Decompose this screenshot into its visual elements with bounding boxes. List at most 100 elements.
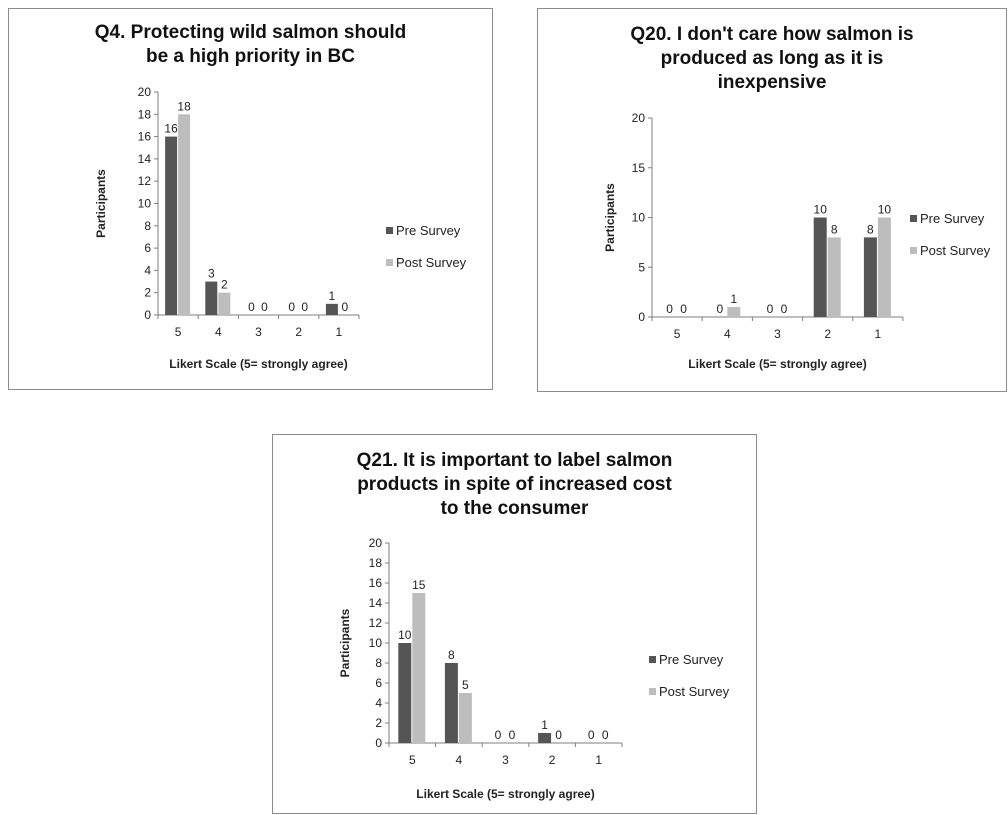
data-label: 8 bbox=[831, 222, 838, 236]
data-label: 0 bbox=[666, 302, 673, 316]
y-tick-label: 10 bbox=[369, 636, 383, 650]
chart-title-line: to the consumer bbox=[440, 498, 589, 519]
bar-pre-survey bbox=[205, 281, 218, 315]
bar-post-survey bbox=[458, 693, 472, 743]
data-label: 16 bbox=[164, 122, 178, 136]
bar-pre-survey bbox=[325, 303, 338, 315]
y-tick-label: 10 bbox=[138, 197, 152, 211]
chart-title-line: Q4. Protecting wild salmon should bbox=[94, 22, 407, 43]
data-label: 1 bbox=[329, 289, 336, 303]
y-axis-title: Participants bbox=[94, 169, 108, 238]
data-label: 10 bbox=[878, 203, 892, 217]
legend-swatch-post bbox=[649, 687, 656, 695]
y-tick-label: 6 bbox=[375, 676, 382, 690]
y-tick-label: 10 bbox=[632, 211, 646, 225]
chart-legend: Pre Survey Post Survey bbox=[910, 210, 990, 274]
y-tick-label: 16 bbox=[138, 130, 152, 144]
data-label: 0 bbox=[509, 728, 516, 742]
data-label: 15 bbox=[412, 578, 426, 592]
y-tick-label: 4 bbox=[144, 263, 151, 277]
chart-title: Q21. It is important to label salmon pro… bbox=[273, 449, 756, 521]
data-label: 0 bbox=[767, 302, 774, 316]
chart-legend: Pre Survey Post Survey bbox=[649, 651, 729, 715]
x-tick-label: 5 bbox=[674, 327, 681, 341]
y-tick-label: 14 bbox=[369, 596, 383, 610]
bar-post-survey bbox=[412, 593, 426, 743]
bar-post-survey bbox=[178, 114, 191, 315]
legend-item-post: Post Survey bbox=[649, 683, 729, 699]
legend-swatch-pre bbox=[386, 226, 393, 234]
bar-pre-survey bbox=[863, 237, 877, 317]
x-tick-label: 4 bbox=[215, 325, 222, 339]
y-tick-label: 0 bbox=[375, 736, 382, 750]
x-tick-label: 2 bbox=[549, 753, 556, 767]
y-tick-label: 8 bbox=[144, 219, 151, 233]
y-tick-label: 2 bbox=[375, 716, 382, 730]
bar-pre-survey bbox=[165, 136, 178, 315]
y-tick-label: 0 bbox=[144, 308, 151, 322]
legend-label: Post Survey bbox=[396, 254, 467, 270]
bar-post-survey bbox=[727, 307, 741, 317]
chart-panel-q20: Q20. I don't care how salmon is produced… bbox=[537, 8, 1007, 392]
legend-item-pre: Pre Survey bbox=[910, 210, 990, 226]
y-tick-label: 12 bbox=[369, 616, 383, 630]
data-label: 0 bbox=[781, 302, 788, 316]
data-label: 2 bbox=[221, 278, 228, 292]
y-tick-label: 14 bbox=[138, 152, 152, 166]
data-label: 18 bbox=[177, 99, 191, 113]
y-tick-label: 4 bbox=[375, 696, 382, 710]
x-tick-label: 3 bbox=[774, 327, 781, 341]
data-label: 10 bbox=[814, 203, 828, 217]
x-tick-label: 2 bbox=[295, 325, 302, 339]
bar-post-survey bbox=[877, 217, 891, 317]
legend-label: Pre Survey bbox=[659, 651, 724, 667]
y-tick-label: 6 bbox=[144, 241, 151, 255]
bar-pre-survey bbox=[538, 733, 552, 743]
bar-pre-survey bbox=[813, 217, 827, 317]
data-label: 0 bbox=[588, 728, 595, 742]
chart-title-line: be a high priority in BC bbox=[145, 46, 355, 67]
x-tick-label: 4 bbox=[456, 753, 463, 767]
data-label: 0 bbox=[716, 302, 723, 316]
chart-title-line: produced as long as it is bbox=[660, 48, 884, 69]
bar-pre-survey bbox=[444, 663, 458, 743]
chart-title-line: Q21. It is important to label salmon bbox=[356, 450, 673, 471]
data-label: 0 bbox=[680, 302, 687, 316]
y-tick-label: 20 bbox=[632, 111, 646, 125]
x-tick-label: 3 bbox=[502, 753, 509, 767]
data-label: 8 bbox=[448, 648, 455, 662]
legend-item-post: Post Survey bbox=[910, 242, 990, 258]
x-axis-title: Likert Scale (5= strongly agree) bbox=[688, 357, 866, 371]
y-tick-label: 15 bbox=[632, 161, 646, 175]
chart-panel-q21: Q21. It is important to label salmon pro… bbox=[272, 434, 757, 814]
chart-title-line: Q20. I don't care how salmon is bbox=[630, 24, 914, 45]
chart-title-line: inexpensive bbox=[717, 72, 827, 93]
chart-title: Q4. Protecting wild salmon should be a h… bbox=[9, 21, 492, 69]
legend-swatch-pre bbox=[910, 214, 917, 222]
y-tick-label: 5 bbox=[638, 260, 645, 274]
data-label: 0 bbox=[261, 300, 268, 314]
legend-label: Post Survey bbox=[920, 242, 991, 258]
data-label: 3 bbox=[208, 267, 215, 281]
data-label: 0 bbox=[248, 300, 255, 314]
data-label: 1 bbox=[541, 718, 548, 732]
y-tick-label: 16 bbox=[369, 576, 383, 590]
chart-title-line: products in spite of increased cost bbox=[357, 474, 672, 495]
legend-item-post: Post Survey bbox=[386, 254, 466, 270]
data-label: 10 bbox=[398, 628, 412, 642]
data-label: 0 bbox=[288, 300, 295, 314]
data-label: 0 bbox=[602, 728, 609, 742]
x-axis-title: Likert Scale (5= strongly agree) bbox=[169, 357, 347, 371]
data-label: 0 bbox=[301, 300, 308, 314]
y-axis-title: Participants bbox=[338, 608, 352, 677]
legend-swatch-post bbox=[910, 246, 917, 254]
data-label: 0 bbox=[495, 728, 502, 742]
data-label: 5 bbox=[462, 678, 469, 692]
legend-swatch-post bbox=[386, 258, 393, 266]
chart-title: Q20. I don't care how salmon is produced… bbox=[538, 23, 1006, 95]
legend-label: Pre Survey bbox=[396, 222, 461, 238]
data-label: 1 bbox=[730, 292, 737, 306]
